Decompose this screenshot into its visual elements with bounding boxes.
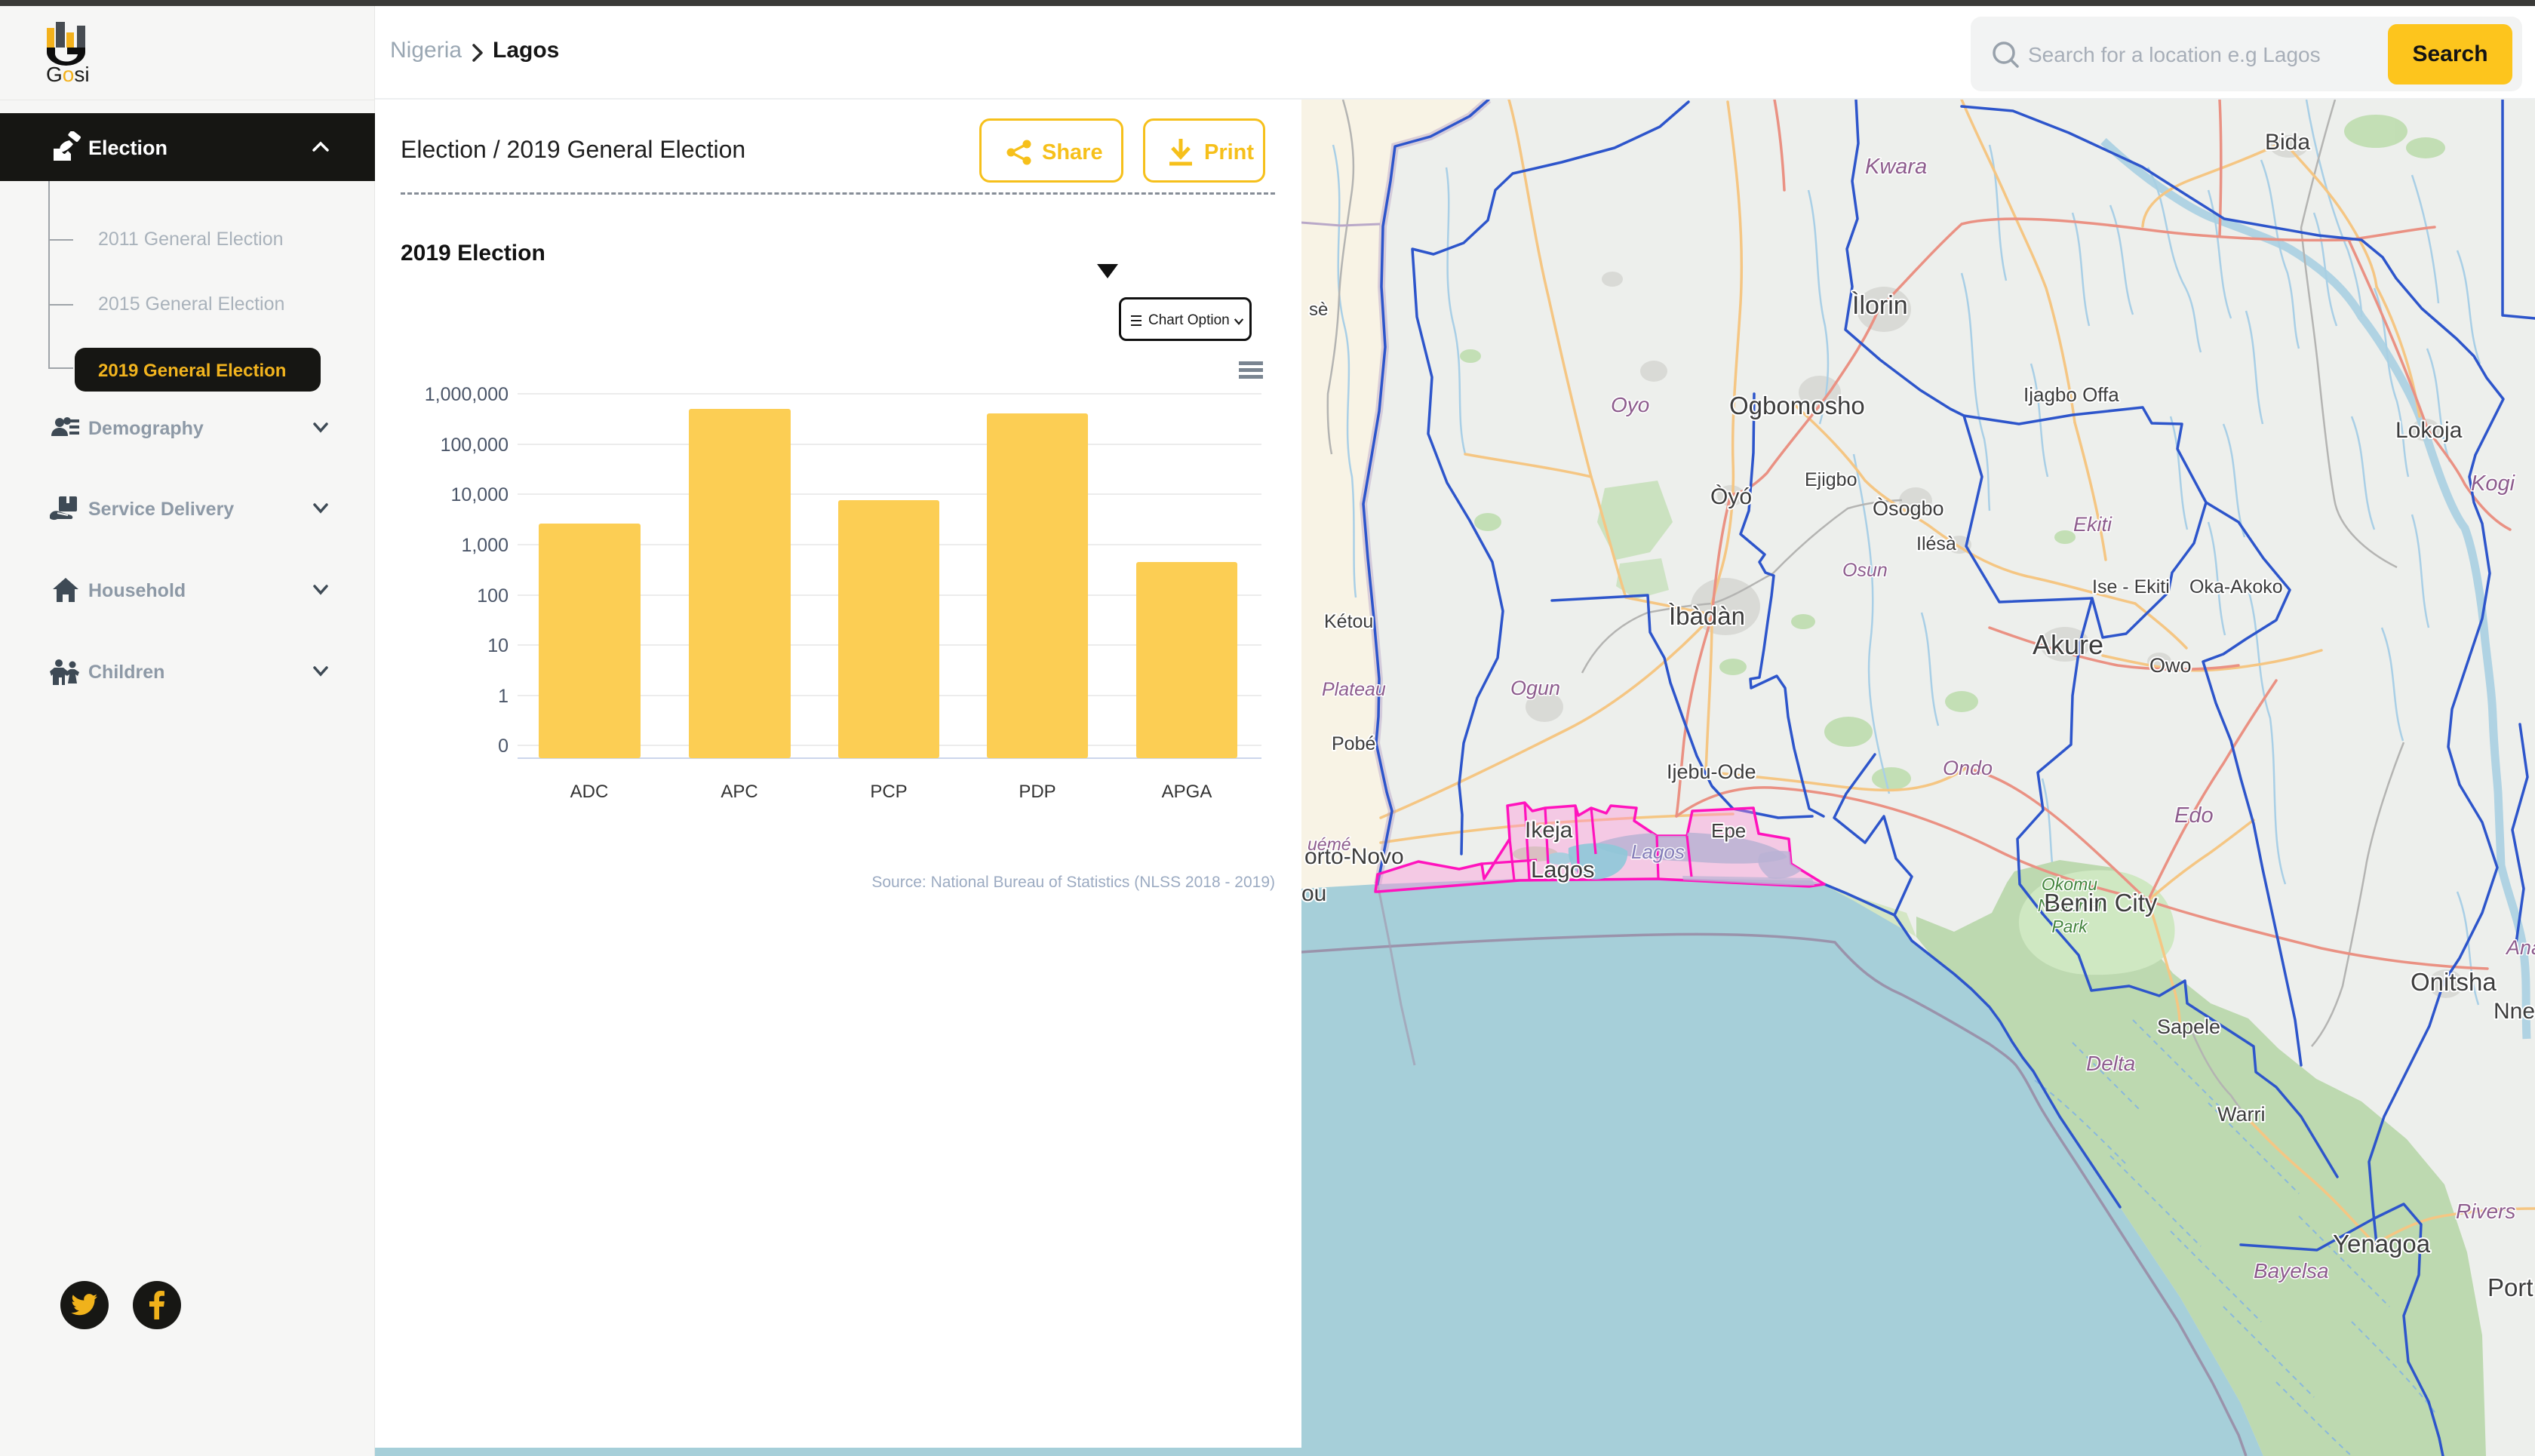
svg-text:Ana: Ana	[2505, 936, 2535, 959]
svg-text:Nne: Nne	[2494, 999, 2535, 1024]
svg-text:Ogbomosho: Ogbomosho	[1729, 392, 1865, 419]
svg-text:Yenagoa: Yenagoa	[2333, 1230, 2431, 1258]
svg-text:Epe: Epe	[1711, 819, 1746, 842]
svg-text:uémé: uémé	[1307, 834, 1351, 854]
svg-text:0: 0	[498, 736, 509, 757]
svg-text:Lokoja: Lokoja	[2395, 418, 2463, 443]
svg-text:Ijagbo Offa: Ijagbo Offa	[2023, 383, 2119, 406]
svg-text:Plateau: Plateau	[1322, 679, 1386, 700]
svg-text:Oyo: Oyo	[1611, 393, 1649, 416]
svg-text:Ekiti: Ekiti	[2073, 513, 2112, 536]
svg-text:Ijebu-Ode: Ijebu-Ode	[1667, 760, 1756, 783]
svg-text:Onitsha: Onitsha	[2411, 968, 2497, 996]
svg-text:Kétou: Kétou	[1324, 611, 1373, 632]
svg-text:Sapele: Sapele	[2157, 1015, 2220, 1038]
svg-text:Akure: Akure	[2033, 629, 2103, 660]
svg-text:Ise - Ekiti: Ise - Ekiti	[2092, 576, 2170, 597]
svg-text:Òyó: Òyó	[1710, 484, 1752, 509]
svg-text:100,000: 100,000	[441, 435, 509, 456]
svg-text:Bida: Bida	[2265, 130, 2310, 155]
svg-text:Ikeja: Ikeja	[1525, 818, 1573, 843]
svg-text:PDP: PDP	[1019, 782, 1055, 802]
svg-text:Owo: Owo	[2149, 654, 2192, 677]
svg-text:1,000: 1,000	[461, 535, 509, 556]
svg-text:orto-Novo: orto-Novo	[1304, 844, 1404, 869]
svg-text:Delta: Delta	[2086, 1052, 2135, 1075]
svg-text:Ilésà: Ilésà	[1916, 533, 1956, 554]
svg-text:APGA: APGA	[1162, 782, 1212, 802]
svg-text:Osun: Osun	[1842, 560, 1888, 581]
svg-text:sè: sè	[1309, 299, 1328, 320]
svg-text:Bayelsa: Bayelsa	[2254, 1259, 2329, 1282]
svg-text:National: National	[2038, 895, 2102, 915]
svg-text:1,000,000: 1,000,000	[425, 384, 509, 405]
svg-text:Ogun: Ogun	[1510, 677, 1560, 699]
svg-text:ADC: ADC	[570, 782, 609, 802]
svg-text:Edo: Edo	[2174, 803, 2214, 828]
svg-text:Ondo: Ondo	[1943, 757, 1993, 779]
svg-text:Kwara: Kwara	[1865, 155, 1927, 179]
svg-text:Oka-Akoko: Oka-Akoko	[2189, 576, 2283, 597]
svg-text:Pobé: Pobé	[1332, 733, 1375, 754]
svg-text:1: 1	[498, 686, 509, 707]
svg-text:Warri: Warri	[2217, 1103, 2265, 1126]
svg-text:Lagos: Lagos	[1531, 856, 1594, 883]
svg-text:Rivers: Rivers	[2456, 1200, 2515, 1223]
svg-text:Benin City: Benin City	[2044, 889, 2158, 917]
svg-text:PCP: PCP	[870, 782, 907, 802]
svg-text:100: 100	[477, 585, 509, 607]
svg-text:10,000: 10,000	[451, 484, 509, 505]
svg-text:ou: ou	[1301, 881, 1326, 906]
svg-text:APC: APC	[721, 782, 757, 802]
svg-text:Port: Port	[2487, 1273, 2533, 1301]
svg-text:Ìlorin: Ìlorin	[1852, 291, 1908, 320]
svg-text:Okomu: Okomu	[2042, 874, 2097, 894]
svg-text:10: 10	[487, 635, 509, 656]
svg-text:Kogi: Kogi	[2471, 472, 2516, 496]
svg-text:Ejigbo: Ejigbo	[1805, 469, 1857, 490]
svg-text:Lagos: Lagos	[1631, 840, 1685, 863]
svg-text:Park: Park	[2051, 917, 2088, 936]
svg-text:Òsogbo: Òsogbo	[1873, 496, 1944, 520]
svg-text:Ìbàdàn: Ìbàdàn	[1669, 602, 1745, 630]
